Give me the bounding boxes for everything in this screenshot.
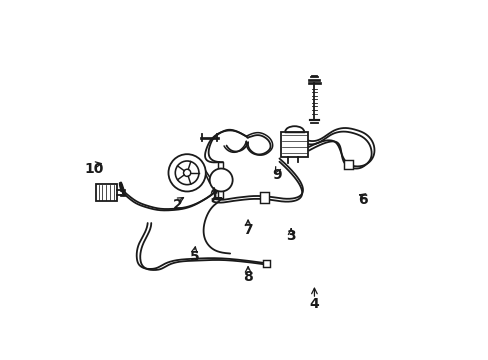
- Text: 7: 7: [243, 223, 252, 237]
- Text: 4: 4: [309, 297, 319, 311]
- Text: 3: 3: [285, 229, 295, 243]
- Bar: [260, 192, 268, 203]
- Text: 1: 1: [209, 189, 219, 203]
- Circle shape: [168, 154, 205, 192]
- Text: 9: 9: [271, 168, 281, 182]
- Bar: [281, 132, 307, 157]
- Bar: [344, 159, 352, 169]
- Text: 6: 6: [357, 193, 367, 207]
- Bar: [263, 260, 270, 267]
- Bar: [96, 184, 117, 201]
- Text: 8: 8: [243, 270, 252, 284]
- Circle shape: [175, 161, 199, 185]
- Circle shape: [209, 168, 232, 192]
- Text: 5: 5: [189, 250, 199, 264]
- Text: 10: 10: [84, 162, 103, 176]
- Circle shape: [183, 169, 190, 176]
- Text: 2: 2: [173, 198, 183, 212]
